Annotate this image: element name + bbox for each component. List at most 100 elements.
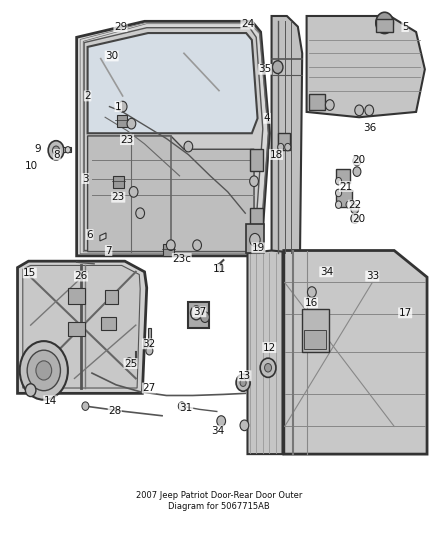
Polygon shape: [100, 233, 106, 241]
Circle shape: [250, 176, 258, 187]
Circle shape: [236, 374, 250, 391]
Circle shape: [240, 420, 249, 431]
Text: 30: 30: [105, 51, 118, 61]
Text: 8: 8: [53, 150, 60, 159]
Circle shape: [20, 341, 68, 400]
Circle shape: [146, 346, 153, 355]
Circle shape: [336, 177, 342, 185]
Text: 25: 25: [124, 359, 137, 368]
Circle shape: [336, 189, 342, 197]
Text: 32: 32: [142, 339, 155, 349]
Bar: [68, 288, 85, 304]
Text: 20: 20: [353, 214, 366, 223]
Circle shape: [53, 146, 60, 155]
Circle shape: [129, 187, 138, 197]
Polygon shape: [18, 261, 147, 393]
Circle shape: [278, 143, 284, 151]
Bar: [336, 169, 350, 183]
Bar: [63, 147, 71, 152]
Bar: [302, 309, 328, 352]
Circle shape: [184, 141, 193, 152]
Polygon shape: [88, 33, 258, 133]
Circle shape: [191, 306, 202, 320]
Text: 20: 20: [353, 155, 366, 165]
Circle shape: [193, 240, 201, 251]
Text: 23: 23: [112, 192, 125, 202]
Bar: [250, 208, 263, 229]
Text: 10: 10: [25, 161, 38, 171]
Circle shape: [285, 143, 291, 151]
Circle shape: [272, 61, 283, 74]
Polygon shape: [84, 28, 263, 251]
Bar: [105, 290, 118, 304]
Bar: [101, 317, 116, 330]
Text: 33: 33: [366, 271, 379, 281]
Text: 16: 16: [304, 298, 318, 308]
Text: 4: 4: [264, 114, 271, 123]
Circle shape: [250, 233, 260, 246]
Circle shape: [325, 100, 334, 110]
Circle shape: [265, 364, 272, 372]
Bar: [148, 328, 151, 349]
Circle shape: [27, 350, 60, 391]
Text: 18: 18: [269, 150, 283, 159]
Text: 14: 14: [44, 396, 57, 406]
Circle shape: [353, 156, 361, 166]
Circle shape: [178, 402, 185, 410]
Polygon shape: [88, 136, 254, 252]
Bar: [278, 133, 290, 150]
Text: 35: 35: [258, 64, 272, 74]
Polygon shape: [77, 21, 269, 256]
Bar: [246, 224, 264, 253]
Circle shape: [217, 416, 226, 426]
Text: 28: 28: [108, 407, 121, 416]
Text: 37: 37: [193, 307, 206, 317]
Circle shape: [365, 105, 374, 116]
Text: 21: 21: [339, 182, 353, 191]
Text: 29: 29: [114, 22, 127, 31]
Bar: [117, 115, 127, 127]
Circle shape: [127, 118, 136, 129]
Text: 13: 13: [238, 371, 251, 381]
Text: 12: 12: [263, 343, 276, 352]
Text: 36: 36: [364, 123, 377, 133]
Text: 15: 15: [23, 268, 36, 278]
Circle shape: [355, 105, 364, 116]
Text: 34: 34: [212, 426, 225, 435]
Circle shape: [126, 358, 132, 365]
Circle shape: [201, 312, 209, 322]
Text: 1: 1: [115, 102, 122, 111]
Polygon shape: [23, 265, 140, 388]
Text: 19: 19: [252, 243, 265, 253]
Text: 3: 3: [82, 174, 89, 183]
Circle shape: [118, 101, 127, 112]
Bar: [163, 244, 174, 256]
Circle shape: [336, 201, 342, 208]
Text: 22: 22: [348, 200, 361, 210]
Text: 11: 11: [212, 264, 226, 274]
Text: 2: 2: [84, 91, 91, 101]
Text: 27: 27: [142, 383, 155, 393]
Text: 6: 6: [86, 230, 93, 239]
Circle shape: [260, 358, 276, 377]
Circle shape: [351, 214, 359, 223]
Text: 2007 Jeep Patriot Door-Rear Door Outer
Diagram for 5067715AB: 2007 Jeep Patriot Door-Rear Door Outer D…: [136, 491, 302, 511]
Text: 5: 5: [402, 22, 409, 31]
Bar: [113, 176, 124, 188]
Polygon shape: [247, 251, 283, 454]
Bar: [304, 330, 326, 349]
Text: 34: 34: [320, 267, 333, 277]
Text: 24: 24: [241, 19, 254, 29]
Text: 23: 23: [120, 135, 134, 144]
Bar: [188, 302, 209, 328]
Bar: [309, 94, 325, 110]
Circle shape: [351, 204, 359, 214]
Circle shape: [82, 402, 89, 410]
Circle shape: [353, 167, 361, 176]
Circle shape: [65, 147, 71, 153]
Bar: [376, 19, 393, 32]
Bar: [68, 322, 85, 336]
Circle shape: [307, 287, 316, 297]
Circle shape: [346, 201, 352, 208]
Text: 23c: 23c: [172, 254, 191, 263]
